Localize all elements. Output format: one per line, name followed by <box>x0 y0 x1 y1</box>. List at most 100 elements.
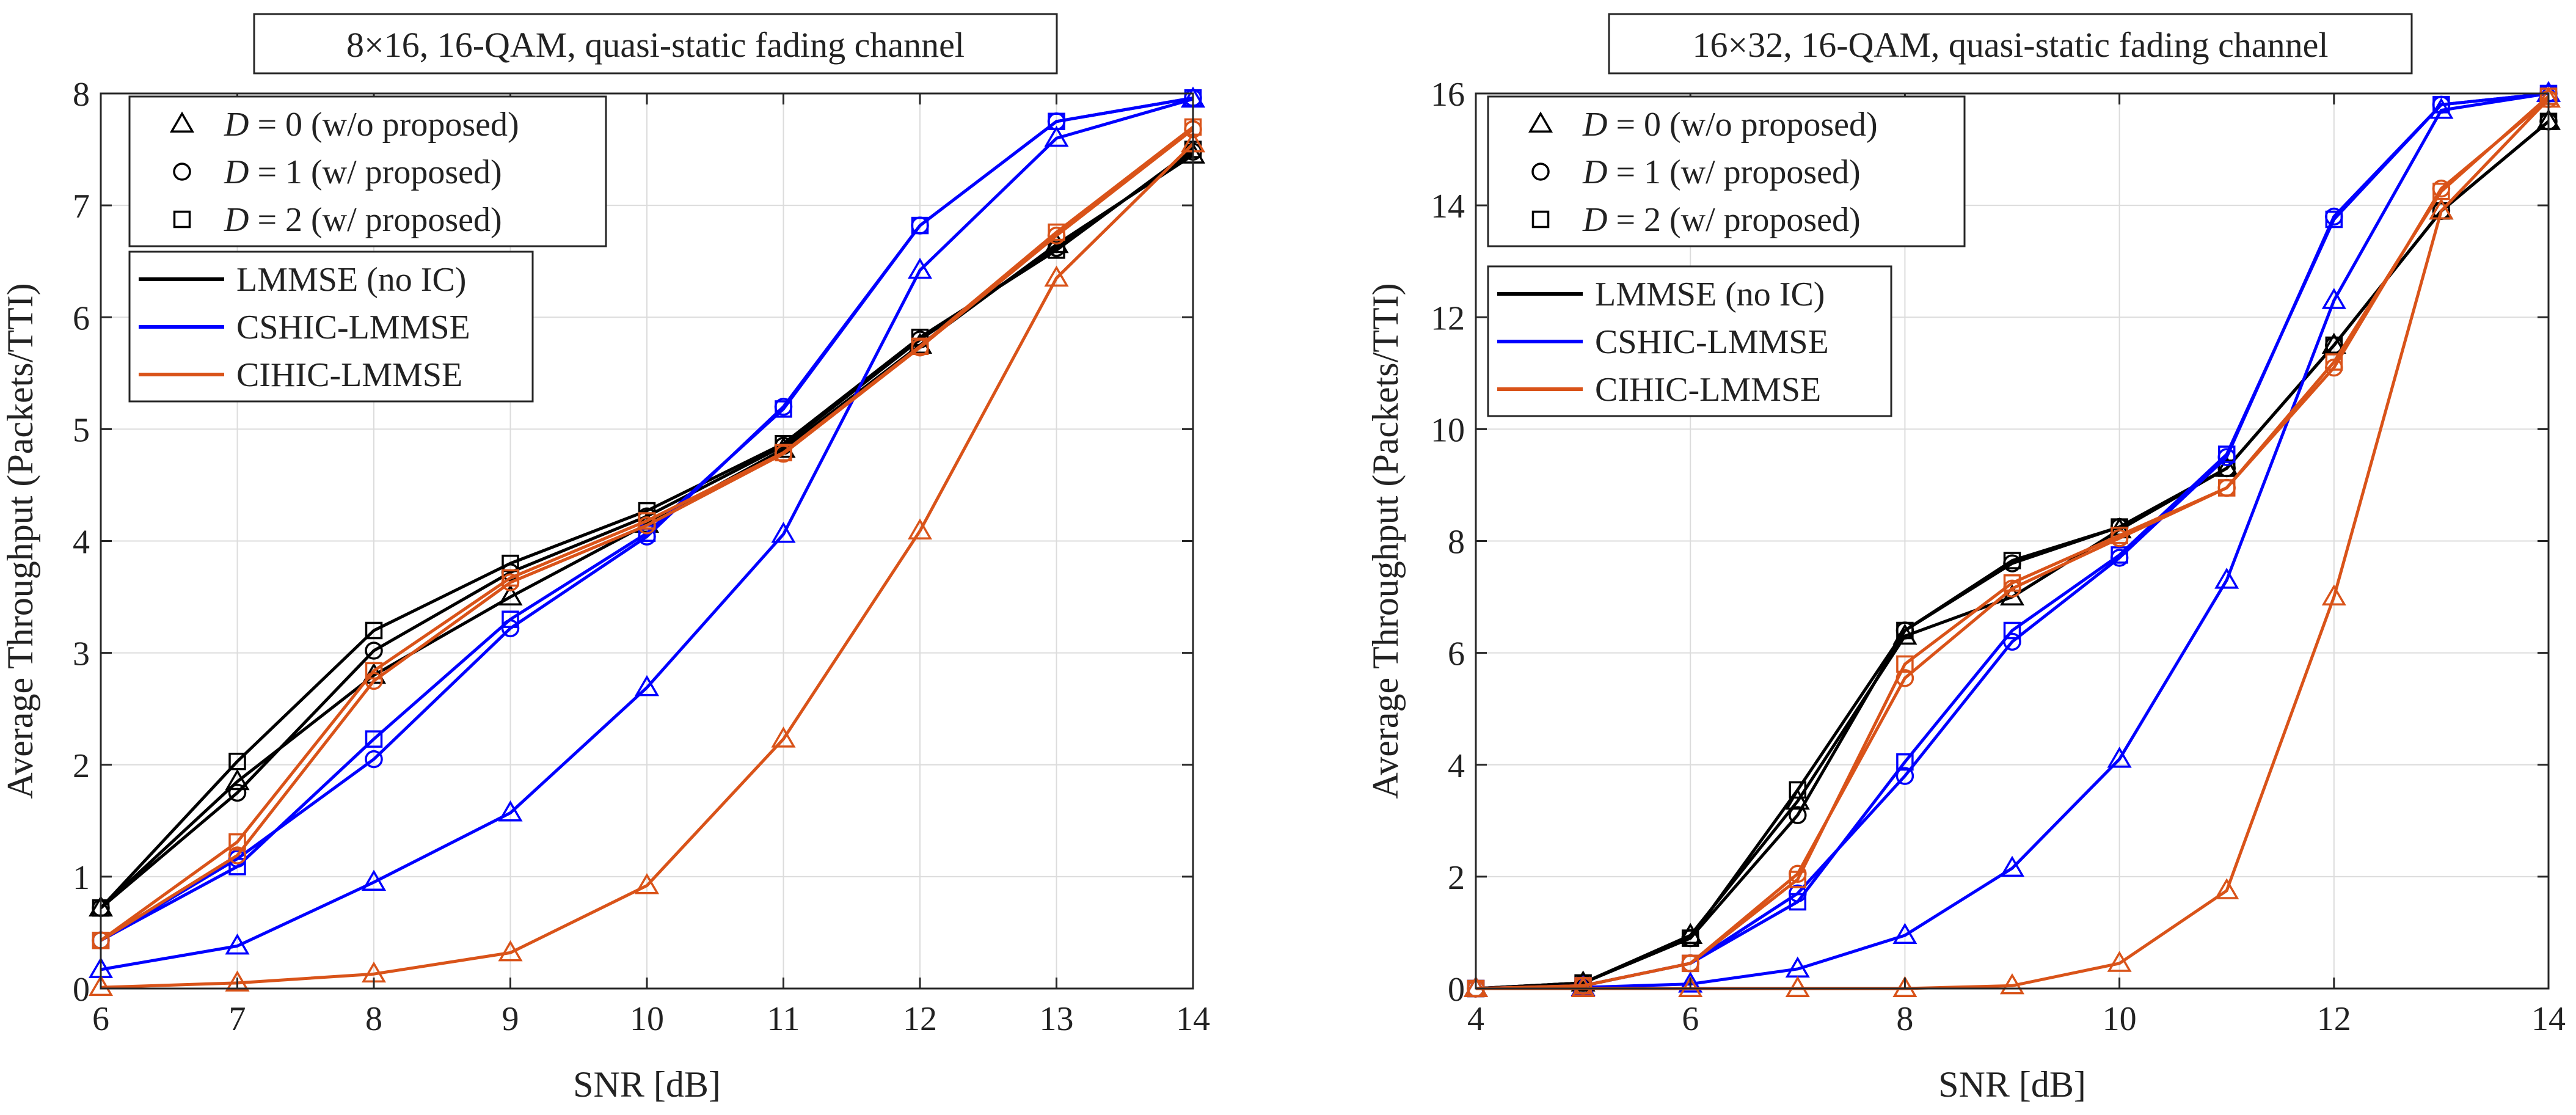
data-point <box>1681 929 1699 947</box>
chart-title: 8×16, 16-QAM, quasi-static fading channe… <box>346 25 965 65</box>
data-point <box>228 753 246 770</box>
data-point <box>365 662 383 680</box>
series-line <box>100 125 1194 942</box>
data-point <box>907 518 933 540</box>
y-tick-label: 2 <box>73 747 90 785</box>
x-tick-label: 13 <box>1040 1000 1074 1038</box>
legend-marker-circle <box>173 163 191 181</box>
data-point <box>2429 198 2454 220</box>
y-tick-label: 5 <box>73 411 90 449</box>
legend-box <box>128 95 607 247</box>
x-axis-label: SNR [dB] <box>573 1064 721 1105</box>
y-tick-label: 12 <box>1431 299 1465 337</box>
legend-markers: D = 0 (w/o proposed) D = 1 (w/ proposed) D… <box>1487 95 1966 247</box>
title-box <box>1608 13 2413 75</box>
data-point <box>228 858 246 876</box>
series-cihic-lmmse-d-2 <box>1467 87 2558 998</box>
y-tick-label: 10 <box>1431 411 1465 449</box>
data-point <box>1892 623 1917 645</box>
data-point <box>2217 445 2236 463</box>
data-point <box>2217 459 2236 477</box>
data-point <box>225 769 250 791</box>
chart-title: 16×32, 16-QAM, quasi-static fading chann… <box>1692 25 2328 65</box>
x-tick-label: 7 <box>229 1000 246 1038</box>
legend-marker-triangle <box>1528 111 1553 133</box>
x-tick-label: 10 <box>2103 1000 2137 1038</box>
y-tick-label: 0 <box>73 971 90 1009</box>
data-point <box>638 512 656 530</box>
series-line <box>100 128 1194 942</box>
data-point <box>361 869 387 891</box>
series-line <box>100 97 1194 971</box>
x-tick-label: 8 <box>1896 1000 1913 1038</box>
y-tick-label: 8 <box>1448 524 1465 561</box>
y-tick-label: 6 <box>1448 635 1465 673</box>
data-point <box>365 642 383 660</box>
data-point <box>1048 223 1065 241</box>
series-line <box>100 142 1194 989</box>
data-point <box>228 783 247 802</box>
data-point <box>2003 552 2021 569</box>
data-point <box>498 584 523 606</box>
x-tick-label: 4 <box>1467 1000 1484 1038</box>
data-point <box>634 873 660 894</box>
data-point <box>1044 265 1069 287</box>
series-cshic-lmmse-d-0 <box>1463 81 2561 997</box>
y-tick-label: 7 <box>73 188 90 225</box>
title-box <box>253 13 1058 75</box>
data-point <box>1574 977 1592 995</box>
data-point <box>911 337 929 356</box>
data-point <box>634 674 660 696</box>
data-point <box>228 833 246 851</box>
legend-label: D = 1 (w/ proposed) <box>1582 153 1861 191</box>
legend-lines: LMMSE (no IC) CSHIC-LMMSE CIHIC-LMMSE <box>128 250 534 403</box>
data-point <box>498 940 523 962</box>
data-point <box>365 750 383 769</box>
data-point <box>1048 112 1065 131</box>
legend-label: D = 1 (w/ proposed) <box>224 153 502 191</box>
y-tick-label: 1 <box>73 859 90 897</box>
data-point <box>2321 584 2346 606</box>
legend-box <box>1487 95 1966 247</box>
series-cihic-lmmse-d-0 <box>88 131 1206 996</box>
data-point <box>2214 878 2239 899</box>
data-point <box>1999 973 2025 995</box>
series-cshic-lmmse-d-0 <box>88 86 1206 978</box>
data-point <box>365 730 383 748</box>
legend-label: LMMSE (no IC) <box>236 261 466 299</box>
data-point <box>1896 767 1914 785</box>
data-point <box>498 800 523 822</box>
series-cihic-lmmse-d-2 <box>92 118 1202 949</box>
legend-label: CSHIC-LMMSE <box>236 309 470 346</box>
data-point <box>88 974 114 996</box>
legend-marker-circle <box>1531 163 1550 181</box>
data-point <box>502 569 519 587</box>
data-point <box>2325 210 2343 228</box>
data-point <box>1896 655 1914 673</box>
legend-marker-square <box>173 210 191 228</box>
data-point <box>2214 568 2239 589</box>
legend-markers: D = 0 (w/o proposed) D = 1 (w/ proposed) D… <box>128 95 607 247</box>
data-point <box>1681 954 1699 973</box>
legend-label: D = 0 (w/o proposed) <box>224 106 519 144</box>
data-point <box>1896 753 1914 771</box>
legend-label: D = 2 (w/ proposed) <box>1582 201 1861 239</box>
data-point <box>2107 747 2132 768</box>
data-point <box>1789 893 1807 911</box>
data-point <box>2111 546 2128 564</box>
data-point <box>1044 125 1069 147</box>
data-point <box>1789 781 1807 799</box>
y-tick-label: 2 <box>1448 859 1465 897</box>
data-point <box>771 522 796 543</box>
y-tick-label: 3 <box>73 635 90 673</box>
data-point <box>1896 621 1914 640</box>
x-tick-label: 10 <box>630 1000 664 1038</box>
y-tick-label: 4 <box>73 524 90 561</box>
data-point <box>771 726 796 748</box>
legend-marker-triangle <box>169 111 195 133</box>
data-point <box>1789 871 1807 888</box>
data-point <box>1892 923 1917 945</box>
y-tick-label: 0 <box>1448 971 1465 1009</box>
y-tick-label: 16 <box>1431 76 1465 114</box>
